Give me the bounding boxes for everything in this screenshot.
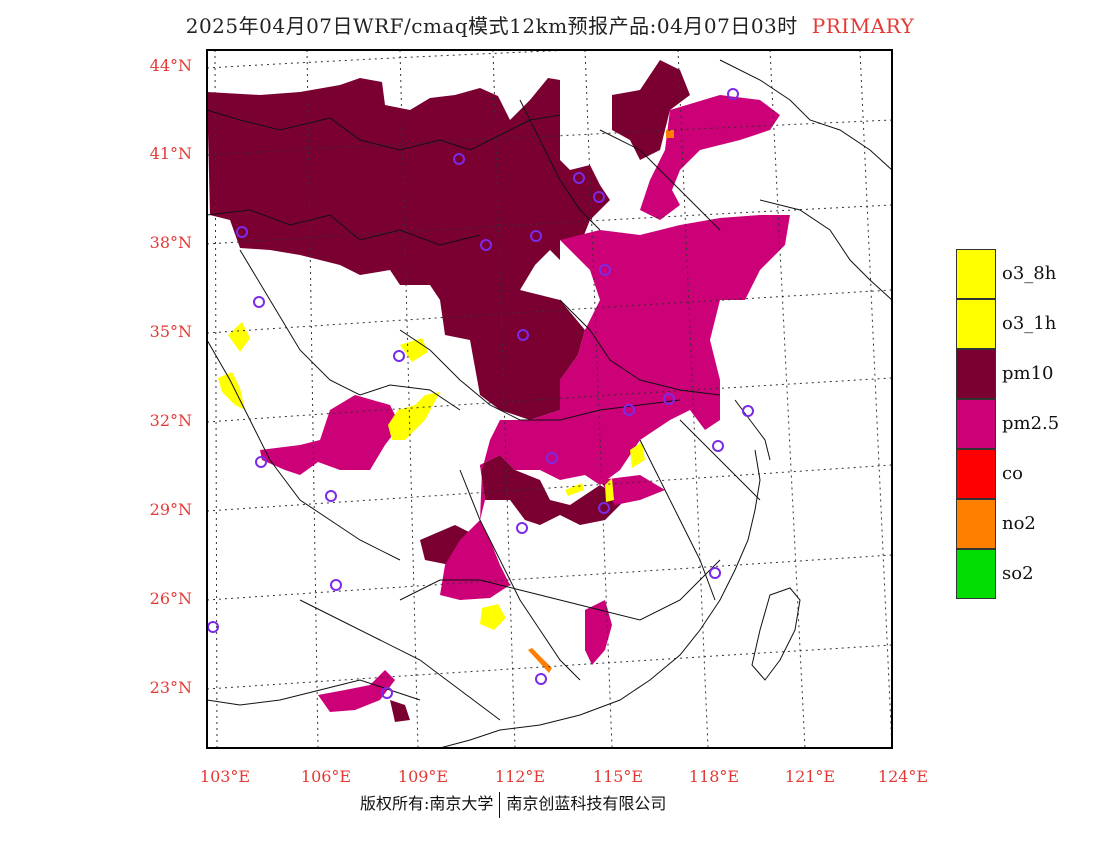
pm10-central-patch [480,455,625,525]
pm25-east-central [440,215,790,600]
legend-swatch [956,399,996,449]
pm25-southwest [318,670,395,712]
title-main: 2025年04月07日WRF/cmaq模式12km预报产品:04月07日03时 [185,14,798,38]
lon-label-118: 118°E [688,767,740,786]
pm25-northeast [640,95,780,220]
legend-swatch [956,249,996,299]
legend-label: pm10 [1002,363,1054,384]
legend-item-so2: so2 [956,549,1100,599]
pm10-north-region [207,78,610,420]
pm25-southeast-strip [585,600,612,665]
lat-label-44: 44°N [149,56,192,75]
legend-swatch [956,549,996,599]
legend-label: pm2.5 [1002,413,1060,434]
lon-label-124: 124°E [877,767,929,786]
footer-separator [499,791,501,818]
lon-label-112: 112°E [494,767,546,786]
map-title: 2025年04月07日WRF/cmaq模式12km预报产品:04月07日03时 P… [0,10,1100,39]
station-markers [207,88,754,699]
o3-areas [218,322,645,630]
legend-label: o3_1h [1002,313,1057,334]
legend-swatch [956,449,996,499]
copyright-company: 南京创蓝科技有限公司 [506,794,667,813]
pm25-areas [260,95,790,712]
title-primary-tag: PRIMARY [811,14,915,38]
lat-label-29: 29°N [149,500,192,519]
copyright-footer: 版权所有:南京大学 南京创蓝科技有限公司 [360,790,666,818]
boundaries [207,59,892,748]
lon-label-106: 106°E [300,767,352,786]
map-frame [206,49,893,749]
copyright-owner: 版权所有:南京大学 [360,794,494,813]
legend-item-pm10: pm10 [956,349,1100,399]
legend-item-co: co [956,449,1100,499]
legend-label: o3_8h [1002,263,1057,284]
legend-item-pm25: pm2.5 [956,399,1100,449]
graticule [207,50,892,748]
lat-label-41: 41°N [149,144,192,163]
pm25-sichuan [260,395,400,475]
lat-label-26: 26°N [149,589,192,608]
lat-label-35: 35°N [149,322,192,341]
pm10-northeast-patch [612,60,690,160]
lon-label-121: 121°E [784,767,836,786]
legend-swatch [956,349,996,399]
no2-strip [528,648,552,673]
lat-label-38: 38°N [149,233,192,252]
lat-label-23: 23°N [149,678,192,697]
legend-swatch [956,499,996,549]
legend-item-o3-8h: o3_8h [956,249,1100,299]
lat-label-32: 32°N [149,411,192,430]
legend-item-no2: no2 [956,499,1100,549]
legend-label: so2 [1002,563,1034,584]
lon-label-103: 103°E [199,767,251,786]
no2-areas [528,130,674,673]
legend-label: no2 [1002,513,1036,534]
legend-swatch [956,299,996,349]
lon-label-109: 109°E [397,767,449,786]
legend-item-o3-1h: o3_1h [956,299,1100,349]
no2-point [666,130,674,138]
lon-label-115: 115°E [592,767,644,786]
legend: o3_8h o3_1h pm10 pm2.5 co no2 so2 [956,249,1100,599]
legend-label: co [1002,463,1023,484]
